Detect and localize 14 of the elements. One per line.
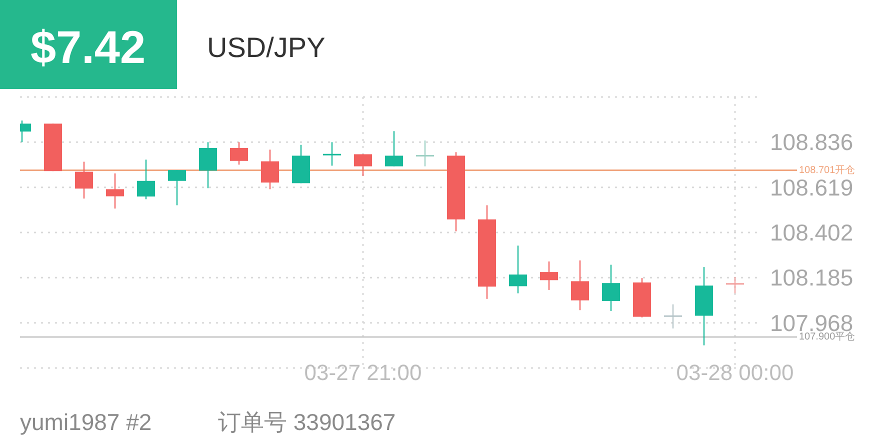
ref-line: 108.701开仓 <box>20 164 856 176</box>
y-tick-label: 108.185 <box>770 264 854 291</box>
chart-title: USD/JPY <box>207 32 326 63</box>
y-tick-label: 108.836 <box>770 129 854 156</box>
text: $7.42 <box>30 21 146 73</box>
text: yumi1987 #2 <box>20 409 152 435</box>
ref-line: 107.900平仓 <box>20 331 856 342</box>
ref-line-label: 107.900平仓 <box>799 330 856 342</box>
x-tick-label: 03-27 21:00 <box>304 360 422 385</box>
y-tick-label: 108.619 <box>770 174 854 200</box>
y-tick-label: 108.402 <box>770 220 854 246</box>
ref-line-label: 108.701开仓 <box>799 164 856 176</box>
x-tick-label: 03-28 00:00 <box>676 360 794 385</box>
text: 订单号 33901367 <box>218 409 396 435</box>
